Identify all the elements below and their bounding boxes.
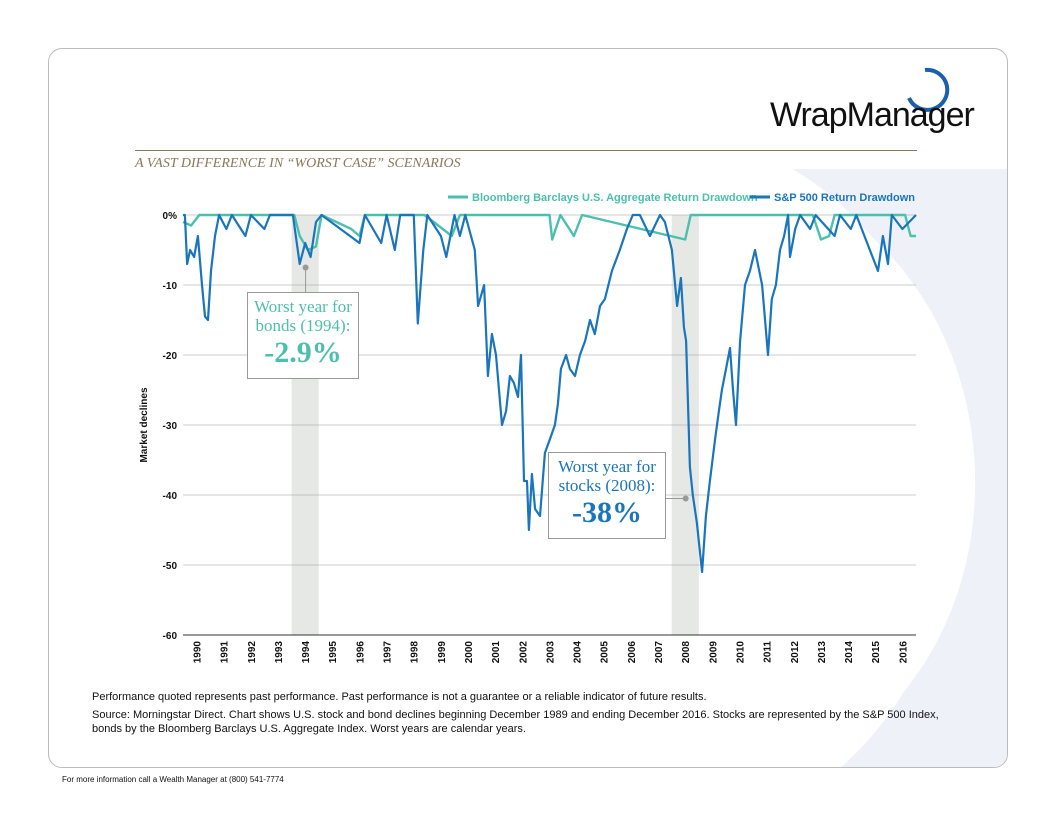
legend-label: S&P 500 Return Drawdown (774, 192, 915, 204)
x-tick-label: 2016 (898, 641, 909, 664)
source-text: Source: Morningstar Direct. Chart shows … (92, 709, 939, 735)
x-tick-label: 2008 (681, 641, 692, 664)
stocks-leader-dot (682, 495, 689, 502)
brand-logo: WrapManager (770, 96, 975, 134)
x-tick-label: 2001 (491, 641, 502, 664)
stock-series-line (183, 213, 917, 574)
stocks-callout: Worst year for stocks (2008): -38% (548, 452, 666, 539)
x-tick-label: 2010 (735, 641, 746, 664)
y-tick-label: -50 (163, 561, 178, 572)
bonds-callout-line2: bonds (1994): (255, 316, 351, 335)
y-tick-label: -20 (163, 351, 178, 362)
background-swoosh (740, 150, 1007, 767)
x-tick-label: 2003 (545, 641, 556, 664)
stocks-callout-value: -38% (572, 496, 642, 529)
bonds-callout-value: -2.9% (264, 336, 342, 369)
x-tick-label: 1992 (247, 641, 258, 664)
logo-ring-icon (907, 67, 950, 112)
x-tick-label: 2012 (790, 641, 801, 664)
title-rule (135, 150, 917, 151)
x-tick-label: 1991 (220, 641, 231, 664)
bonds-callout: Worst year for bonds (1994): -2.9% (247, 292, 359, 379)
bonds-callout-line1: Worst year for (254, 297, 352, 316)
x-tick-label: 2006 (627, 641, 638, 664)
x-tick-label: 1994 (301, 641, 312, 664)
x-tick-label: 2009 (708, 641, 719, 664)
x-tick-label: 1990 (193, 641, 204, 664)
x-tick-label: 1996 (355, 641, 366, 664)
x-tick-label: 1999 (437, 641, 448, 664)
bonds-leader-dot (302, 264, 309, 271)
page-card (48, 48, 1008, 768)
disclaimer-text: Performance quoted represents past perfo… (92, 691, 707, 703)
y-axis-label: Market declines (139, 387, 150, 462)
drawdown-chart: 0% -10 -20 -30 -40 -50 -60 1990 1991 1992 1993 1994… (139, 192, 917, 664)
y-tick-label: -40 (163, 491, 178, 502)
x-tick-label: 2000 (464, 641, 475, 664)
x-tick-label: 2015 (871, 641, 882, 664)
notes: Performance quoted represents past perfo… (92, 690, 952, 740)
y-tick-label: 0% (163, 211, 178, 222)
legend-label: Bloomberg Barclays U.S. Aggregate Return… (472, 192, 758, 204)
x-tick-label: 1993 (274, 641, 285, 664)
stocks-callout-line1: Worst year for (558, 457, 656, 476)
x-tick-label: 1995 (328, 641, 339, 664)
x-tick-label: 1998 (410, 641, 421, 664)
chart-title: A VAST DIFFERENCE IN “WORST CASE” SCENAR… (135, 156, 461, 171)
x-tick-label: 2007 (654, 641, 665, 664)
x-tick-label: 2014 (844, 641, 855, 664)
x-tick-label: 2013 (817, 641, 828, 664)
footer-contact: For more information call a Wealth Manag… (62, 775, 284, 784)
x-tick-label: 2005 (600, 641, 611, 664)
x-tick-label: 2002 (518, 641, 529, 664)
y-tick-label: -60 (163, 631, 178, 642)
x-tick-label: 2011 (763, 641, 774, 663)
stocks-callout-line2: stocks (2008): (558, 476, 656, 495)
x-tick-label: 1997 (383, 641, 394, 664)
x-tick-label: 2004 (573, 641, 584, 664)
y-tick-label: -10 (163, 281, 178, 292)
y-tick-label: -30 (163, 421, 178, 432)
